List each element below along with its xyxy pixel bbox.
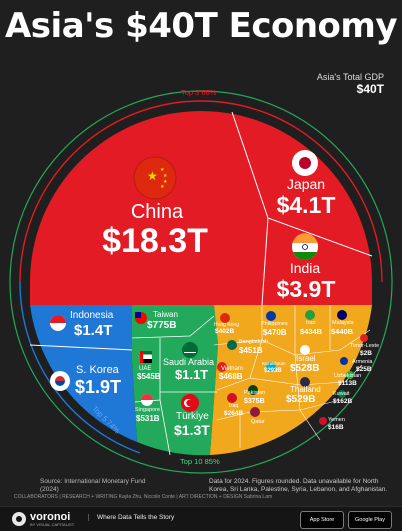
label-value-singapore: $531B [136, 414, 160, 423]
label-country-yemen: Yemen [328, 417, 345, 423]
cell-green-area [132, 305, 218, 456]
ring-top3 [19, 100, 383, 283]
label-country-uzbekistan: Uzbekistan [334, 373, 362, 379]
label-country-qatar: Qatar [251, 419, 265, 425]
label-country-timor-leste: Timor-Leste [350, 343, 380, 349]
japan-flag-icon [292, 150, 318, 176]
border-green-1 [131, 315, 215, 339]
source-text: Source: International Monetary Fund (202… [40, 478, 146, 494]
label-country-kuwait: Kuwait [333, 391, 350, 397]
label-value-saudi-arabia: $1.1T [175, 367, 209, 382]
label-value-yemen: $16B [328, 424, 344, 431]
label-value-thailand: $529B [286, 394, 316, 405]
ring-label-top10: Top 10 85% [180, 457, 220, 466]
border-orange-2 [216, 305, 263, 391]
label-country-turkiye: Türkiye [176, 411, 209, 422]
google-play-button[interactable]: Google Play [348, 511, 392, 529]
total-gdp-value: $40T [356, 82, 384, 96]
svg-text:★: ★ [147, 169, 158, 183]
svg-text:★: ★ [160, 167, 165, 173]
south-korea-flag-icon [50, 371, 70, 391]
ring-label-top3: Top 3 66% [181, 88, 217, 97]
label-country-thailand: Thailand [290, 385, 321, 394]
label-value-kazakhstan: $293B [264, 368, 282, 374]
label-country-israel: Israel [296, 354, 316, 363]
label-value-hong-kong: $402B [215, 328, 235, 335]
label-country-saudi-arabia: Saudi Arabia [163, 357, 215, 367]
small-flag-icons [217, 310, 368, 425]
label-country-vietnam: Vietnam [221, 366, 243, 372]
label-value-iraq: $264B [224, 410, 244, 417]
label-country-iraq: Iraq [229, 403, 239, 409]
label-value-china: $18.3T [102, 222, 208, 260]
label-value-japan: $4.1T [276, 192, 336, 218]
label-value-kuwait: $162B [333, 398, 353, 405]
label-country-armenia: Armenia [352, 359, 373, 365]
label-value-uae: $545B [137, 372, 161, 381]
label-value-israel: $528B [290, 363, 320, 374]
svg-text:★: ★ [163, 179, 168, 185]
uae-flag-icon [140, 351, 152, 363]
label-country-singapore: Singapore [135, 407, 161, 413]
label-country-taiwan: Taiwan [153, 310, 178, 319]
label-value-indonesia: $1.4T [74, 322, 113, 339]
label-country-india: India [289, 260, 321, 276]
label-value-taiwan: $775B [147, 320, 177, 331]
ring-outer [9, 90, 393, 474]
border-indonesia-korea [29, 344, 133, 351]
cell-blue-area [30, 305, 137, 442]
label-country-malaysia: Malaysia [332, 320, 354, 326]
cell-orange-area [210, 305, 372, 455]
label-value-turkiye: $1.3T [174, 422, 210, 438]
label-value-iran: $434B [300, 327, 323, 336]
india-flag-icon [292, 233, 318, 260]
label-value-south-korea: $1.9T [75, 377, 122, 397]
label-value-vietnam: $468B [219, 372, 243, 381]
saudi-arabia-flag-icon [182, 342, 198, 358]
label-country-japan: Japan [286, 176, 326, 192]
svg-text:★: ★ [160, 184, 165, 190]
label-country-china: China [130, 201, 184, 223]
label-country-hong-kong: Hong Kong [214, 322, 240, 328]
label-country-iran: Iran [306, 320, 316, 326]
label-value-malaysia: $440B [331, 327, 354, 336]
cell-red-area [30, 111, 372, 305]
label-country-philippines: Philippines [261, 321, 288, 327]
label-country-indonesia: Indonesia [70, 310, 114, 321]
data-note: Data for 2024. Figures rounded. Data una… [209, 478, 388, 494]
brand-subtitle: BY VISUAL CAPITALIST [30, 522, 75, 527]
turkiye-flag-icon [181, 394, 199, 412]
credits-text: COLLABORATORS | RESEARCH + WRITING Kayla… [14, 494, 273, 500]
taiwan-flag-icon [135, 312, 147, 324]
label-country-kazakhstan: Kazakhstan [262, 361, 286, 366]
label-country-uae: UAE [139, 366, 152, 372]
app-store-button[interactable]: App Store [300, 511, 344, 529]
footer-bar: voronoi BY VISUAL CAPITALIST Where Data … [0, 506, 402, 531]
tagline: Where Data Tells the Story [88, 514, 174, 521]
china-flag-icon: ★ ★ ★ ★ ★ [133, 156, 177, 200]
label-country-south-korea: S. Korea [76, 364, 119, 376]
label-value-uzbekistan: $113B [338, 380, 357, 387]
border-orange-6 [216, 399, 341, 421]
label-value-india: $3.9T [276, 276, 336, 302]
singapore-flag-icon [141, 394, 153, 406]
border-china-india [261, 217, 269, 306]
border-green-4 [159, 399, 171, 456]
label-value-bangladesh: $451B [239, 346, 263, 355]
svg-text:★: ★ [163, 173, 168, 179]
label-value-armenia: $25B [356, 366, 372, 373]
label-value-timor-leste: $2B [360, 350, 372, 357]
page-title: Asia's $40T Economy [4, 6, 398, 46]
label-value-pakistan: $375B [244, 398, 265, 405]
label-country-pakistan: Pakistan [244, 390, 266, 396]
total-gdp-label: Asia's Total GDP [316, 72, 384, 82]
label-country-bangladesh: Bangladesh [239, 339, 269, 345]
border-orange-3 [294, 305, 321, 441]
brand-name: voronoi [30, 511, 71, 523]
voronoi-logo-icon [12, 512, 26, 526]
label-value-philippines: $470B [263, 328, 287, 337]
indonesia-flag-icon [50, 315, 66, 331]
